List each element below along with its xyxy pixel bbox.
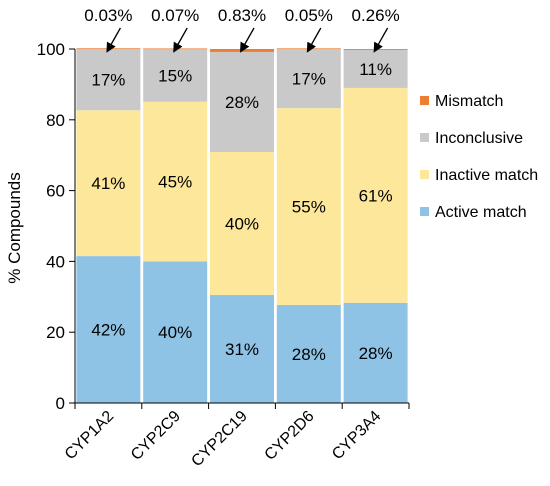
bar-inconclusive-cyp3a4 (343, 49, 408, 88)
bar-active-match-cyp2d6 (276, 304, 341, 403)
bar-inconclusive-cyp2d6 (276, 49, 341, 109)
mismatch-label-cyp2d6: 0.05% (285, 6, 333, 25)
legend-label-active-match: Active match (435, 204, 527, 221)
mismatch-label-cyp3a4: 0.26% (351, 6, 399, 25)
bars (76, 48, 408, 403)
bar-inactive-match-cyp3a4 (343, 87, 408, 303)
data-label-inconclusive-cyp3a4: 11% (359, 60, 392, 79)
mismatch-label-cyp1a2: 0.03% (84, 6, 132, 25)
y-tick-label-40: 40 (46, 252, 65, 271)
legend: Mismatch Inconclusive Inactive match Active… (420, 93, 538, 221)
bar-active-match-cyp1a2 (76, 256, 141, 403)
legend-swatch-active-match (420, 207, 429, 216)
bar-inactive-match-cyp2d6 (276, 108, 341, 305)
bar-active-match-cyp2c9 (143, 261, 208, 403)
y-tick-label-0: 0 (56, 394, 65, 413)
data-label-active-match-cyp3a4: 28% (359, 344, 393, 363)
y-tick-label-100: 100 (37, 40, 65, 59)
bar-active-match-cyp2c19 (210, 295, 274, 403)
y-axis-label: % Compounds (5, 172, 24, 284)
mismatch-arrow-cyp2c9 (173, 27, 188, 53)
data-label-inconclusive-cyp2c19: 28% (225, 93, 259, 112)
mismatch-label-cyp2c9: 0.07% (151, 6, 199, 25)
bar-inactive-match-cyp2c19 (210, 152, 274, 296)
mismatch-arrow-cyp1a2 (106, 27, 121, 53)
data-label-inconclusive-cyp2c9: 15% (158, 66, 192, 85)
legend-label-inconclusive: Inconclusive (435, 130, 523, 147)
bar-inconclusive-cyp1a2 (76, 49, 141, 111)
x-tick-label-cyp2c9: CYP2C9 (128, 408, 184, 464)
data-label-inactive-match-cyp2d6: 55% (292, 198, 326, 217)
data-label-active-match-cyp2c9: 40% (158, 323, 192, 342)
legend-swatch-inactive-match (420, 170, 429, 179)
mismatch-arrow-cyp2d6 (306, 27, 322, 53)
bar-active-match-cyp3a4 (343, 302, 408, 403)
legend-label-inactive-match: Inactive match (435, 167, 538, 184)
mismatch-arrow-cyp3a4 (373, 27, 389, 53)
y-tick-label-20: 20 (46, 323, 65, 342)
data-label-inactive-match-cyp1a2: 41% (91, 174, 125, 193)
data-label-active-match-cyp2c19: 31% (225, 340, 259, 359)
data-label-inconclusive-cyp2d6: 17% (292, 70, 326, 89)
data-label-active-match-cyp1a2: 42% (91, 321, 125, 340)
x-tick-label-cyp2c19: CYP2C19 (188, 408, 250, 470)
legend-label-mismatch: Mismatch (435, 93, 503, 110)
data-label-active-match-cyp2d6: 28% (292, 345, 326, 364)
y-tick-label-80: 80 (46, 111, 65, 130)
data-label-inactive-match-cyp3a4: 61% (359, 186, 393, 205)
data-label-inconclusive-cyp1a2: 17% (91, 71, 125, 90)
bar-inactive-match-cyp2c9 (143, 101, 208, 262)
bar-inconclusive-cyp2c9 (143, 49, 208, 102)
legend-swatch-mismatch (420, 96, 429, 105)
x-tick-label-cyp1a2: CYP1A2 (62, 408, 117, 463)
mismatch-annotations: 0.03% 0.07% 0.83% 0.05% 0.26% (84, 6, 400, 53)
mismatch-label-cyp2c19: 0.83% (218, 6, 266, 25)
mismatch-arrow-cyp2c19 (240, 27, 255, 53)
data-label-inactive-match-cyp2c19: 40% (225, 215, 259, 234)
data-labels: 42% 41% 17% 40% 45% 15% 31% 40% 28% 28% 55% 17% 28% 6… (91, 60, 392, 364)
data-label-inactive-match-cyp2c9: 45% (158, 173, 192, 192)
bar-inconclusive-cyp2c19 (210, 51, 274, 153)
x-tick-label-cyp3a4: CYP3A4 (329, 408, 384, 463)
x-tick-label-cyp2d6: CYP2D6 (262, 408, 318, 464)
legend-swatch-inconclusive (420, 133, 429, 142)
y-tick-label-60: 60 (46, 182, 65, 201)
bar-inactive-match-cyp1a2 (76, 110, 141, 257)
